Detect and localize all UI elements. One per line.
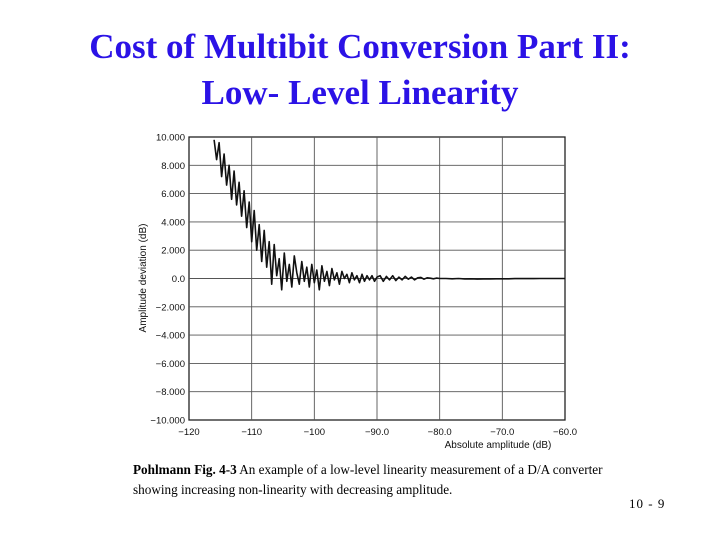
x-tick-label: −60.0 <box>553 427 577 438</box>
x-axis-label: Absolute amplitude (dB) <box>445 440 552 451</box>
y-tick-label: 4.000 <box>161 217 185 228</box>
slide-title-line1: Cost of Multibit Conversion Part II: <box>89 27 631 66</box>
x-tick-label: −110 <box>241 427 262 438</box>
deviation-series-line <box>213 139 565 291</box>
y-tick-label: 6.000 <box>161 189 185 200</box>
slide-title-line2: Low- Level Linearity <box>201 73 519 112</box>
slide-number: 10 - 9 <box>629 496 666 511</box>
caption-description: An example of a low-level linearity meas… <box>133 462 603 497</box>
slide-title: Cost of Multibit Conversion Part II: Low… <box>0 24 720 116</box>
y-tick-labels: 10.000 8.000 6.000 4.000 2.000 0.0 −2.000 −4.00… <box>150 133 185 427</box>
y-tick-label: 2.000 <box>161 246 185 257</box>
figure-caption: Pohlmann Fig. 4-3 An example of a low-le… <box>133 460 643 500</box>
caption-source: Pohlmann Fig. 4-3 <box>133 462 237 477</box>
y-tick-label: −8.000 <box>156 387 185 398</box>
x-tick-label: −70.0 <box>490 427 514 438</box>
x-tick-label: −80.0 <box>428 427 452 438</box>
x-tick-labels: −120 −110 −100 −90.0 −80.0 −70.0 −60.0 <box>178 427 577 438</box>
y-tick-label: −4.000 <box>156 331 185 342</box>
grid-horizontal <box>189 164 565 393</box>
x-tick-label: −120 <box>178 427 199 438</box>
x-tick-label: −90.0 <box>365 427 389 438</box>
y-axis-label: Amplitude deviation (dB) <box>138 224 149 333</box>
x-tick-label: −100 <box>304 427 325 438</box>
y-tick-label: −6.000 <box>156 359 185 370</box>
y-tick-label: 10.000 <box>156 133 185 144</box>
y-tick-label: −2.000 <box>156 302 185 313</box>
y-tick-label: 0.0 <box>172 274 185 285</box>
y-tick-label: 8.000 <box>161 161 185 172</box>
y-tick-label: −10.000 <box>150 416 185 427</box>
